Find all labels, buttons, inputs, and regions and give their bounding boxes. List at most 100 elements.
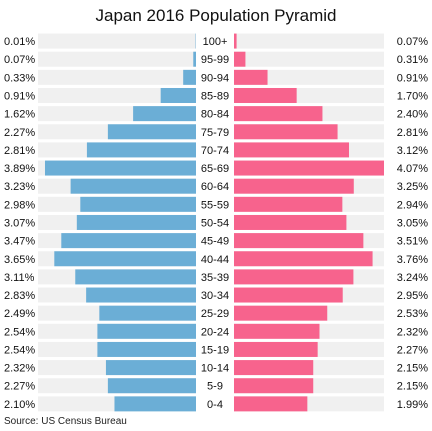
row-background-left: [38, 51, 196, 67]
bar-left: [97, 323, 196, 339]
left-value-label: 2.83%: [4, 290, 35, 302]
bar-right: [234, 106, 323, 122]
bar-left: [54, 251, 196, 267]
left-value-label: 2.27%: [4, 381, 35, 393]
right-value-label: 1.70%: [397, 90, 428, 102]
bar-right: [234, 160, 384, 176]
right-value-label: 3.12%: [397, 145, 428, 157]
left-value-label: 3.65%: [4, 254, 35, 266]
left-value-label: 2.49%: [4, 308, 35, 320]
right-value-label: 3.24%: [397, 272, 428, 284]
bar-left: [133, 106, 196, 122]
bar-left: [107, 124, 196, 140]
bar-right: [234, 124, 338, 140]
left-value-label: 2.27%: [4, 127, 35, 139]
right-value-label: 2.15%: [397, 363, 428, 375]
category-label: 40-44: [201, 254, 229, 266]
bar-right: [234, 323, 320, 339]
bar-right: [234, 251, 373, 267]
category-label: 10-14: [201, 363, 229, 375]
category-label: 80-84: [201, 109, 229, 121]
right-value-label: 3.25%: [397, 181, 428, 193]
bar-right: [234, 142, 349, 158]
left-value-label: 2.54%: [4, 344, 35, 356]
bar-left: [76, 214, 196, 230]
category-label: 65-69: [201, 163, 229, 175]
bar-right: [234, 196, 343, 212]
left-value-label: 0.33%: [4, 72, 35, 84]
category-label: 85-89: [201, 90, 229, 102]
left-value-label: 3.89%: [4, 163, 35, 175]
row-background-left: [38, 69, 196, 85]
bar-right: [234, 341, 318, 357]
bar-left: [70, 178, 196, 194]
bar-right: [234, 360, 314, 376]
category-label: 35-39: [201, 272, 229, 284]
category-label: 0-4: [207, 399, 223, 411]
category-label: 5-9: [207, 381, 223, 393]
category-label: 30-34: [201, 290, 229, 302]
bar-right: [234, 69, 268, 85]
right-value-label: 0.31%: [397, 54, 428, 66]
left-value-label: 0.01%: [4, 36, 35, 48]
left-value-label: 2.54%: [4, 326, 35, 338]
bar-right: [234, 378, 314, 394]
bar-right: [234, 178, 354, 194]
right-value-label: 3.76%: [397, 254, 428, 266]
right-value-label: 0.07%: [397, 36, 428, 48]
bar-left: [107, 378, 196, 394]
bar-right: [234, 269, 354, 285]
bar-left: [86, 287, 196, 303]
left-value-label: 0.07%: [4, 54, 35, 66]
category-label: 20-24: [201, 326, 229, 338]
right-value-label: 3.05%: [397, 217, 428, 229]
category-label: 25-29: [201, 308, 229, 320]
left-value-label: 3.11%: [4, 272, 35, 284]
bar-left: [105, 360, 196, 376]
bar-right: [234, 214, 347, 230]
bar-left: [193, 51, 196, 67]
category-label: 45-49: [201, 236, 229, 248]
bar-right: [234, 396, 308, 412]
category-label: 55-59: [201, 199, 229, 211]
left-value-label: 1.62%: [4, 109, 35, 121]
bar-right: [234, 51, 246, 67]
bar-left: [97, 341, 196, 357]
bar-left: [114, 396, 196, 412]
category-label: 50-54: [201, 217, 229, 229]
bar-left: [99, 305, 196, 321]
left-value-label: 3.07%: [4, 217, 35, 229]
category-label: 60-64: [201, 181, 229, 193]
right-value-label: 2.15%: [397, 381, 428, 393]
bar-left: [80, 196, 196, 212]
bar-right: [234, 87, 297, 103]
bar-left: [183, 69, 196, 85]
right-value-label: 2.94%: [397, 199, 428, 211]
bar-left: [44, 160, 196, 176]
bar-right: [234, 33, 237, 49]
right-value-label: 2.27%: [397, 344, 428, 356]
left-value-label: 3.47%: [4, 236, 35, 248]
category-label: 95-99: [201, 54, 229, 66]
right-value-label: 2.32%: [397, 326, 428, 338]
left-value-label: 2.81%: [4, 145, 35, 157]
left-value-label: 0.91%: [4, 90, 35, 102]
category-label: 90-94: [201, 72, 229, 84]
right-value-label: 2.95%: [397, 290, 428, 302]
bar-left: [86, 142, 196, 158]
left-value-label: 3.23%: [4, 181, 35, 193]
right-value-label: 2.40%: [397, 109, 428, 121]
bar-right: [234, 233, 364, 249]
source-note: Source: US Census Bureau: [4, 416, 127, 427]
bar-left: [75, 269, 196, 285]
category-label: 15-19: [201, 344, 229, 356]
right-value-label: 2.53%: [397, 308, 428, 320]
bar-left: [61, 233, 196, 249]
left-value-label: 2.32%: [4, 363, 35, 375]
row-background-right: [234, 33, 384, 49]
category-label: 100+: [203, 36, 228, 48]
row-background-left: [38, 87, 196, 103]
right-value-label: 0.91%: [397, 72, 428, 84]
right-value-label: 1.99%: [397, 399, 428, 411]
